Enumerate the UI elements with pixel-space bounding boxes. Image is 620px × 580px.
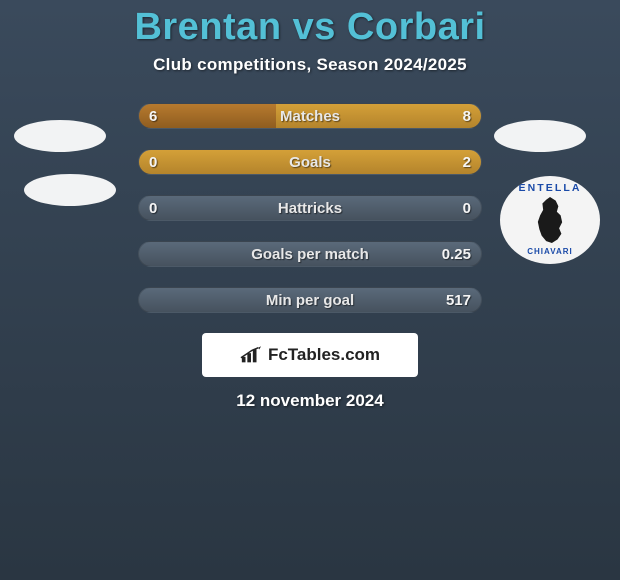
stat-fill-right	[139, 150, 481, 174]
stat-value-left	[139, 242, 159, 266]
stat-row: 0.25Goals per match	[138, 241, 482, 267]
stat-fill-right	[276, 104, 481, 128]
stat-label: Min per goal	[139, 288, 481, 312]
club-badge-right: ENTELLA CHIAVARI	[500, 176, 600, 264]
date-text: 12 november 2024	[0, 391, 620, 411]
brand-text: FcTables.com	[268, 345, 380, 365]
stat-value-left	[139, 288, 159, 312]
stat-row: 68Matches	[138, 103, 482, 129]
stat-label: Goals per match	[139, 242, 481, 266]
stat-value-right: 0	[453, 196, 481, 220]
page-title: Brentan vs Corbari	[0, 6, 620, 49]
stat-value-left: 0	[139, 196, 167, 220]
stat-rows-container: 68Matches02Goals00Hattricks0.25Goals per…	[138, 103, 482, 313]
badge-bottom-text: CHIAVARI	[527, 247, 572, 256]
stat-row: 517Min per goal	[138, 287, 482, 313]
player-avatar-left-2	[24, 174, 116, 206]
stat-row: 0 0Hattricks	[138, 195, 482, 221]
stat-value-right: 517	[436, 288, 481, 312]
badge-top-text: ENTELLA	[518, 183, 581, 194]
stat-value-right: 8	[453, 104, 481, 128]
stat-value-left: 6	[139, 104, 167, 128]
brand-box: FcTables.com	[202, 333, 418, 377]
player-avatar-left-1	[14, 120, 106, 152]
stat-value-left: 0	[139, 150, 167, 174]
player-avatar-right-1	[494, 120, 586, 152]
brand-chart-icon	[240, 345, 262, 365]
badge-silhouette-icon	[531, 197, 569, 243]
page-subtitle: Club competitions, Season 2024/2025	[0, 55, 620, 75]
stat-label: Hattricks	[139, 196, 481, 220]
stat-row: 02Goals	[138, 149, 482, 175]
stat-value-right: 2	[453, 150, 481, 174]
stat-value-right: 0.25	[432, 242, 481, 266]
